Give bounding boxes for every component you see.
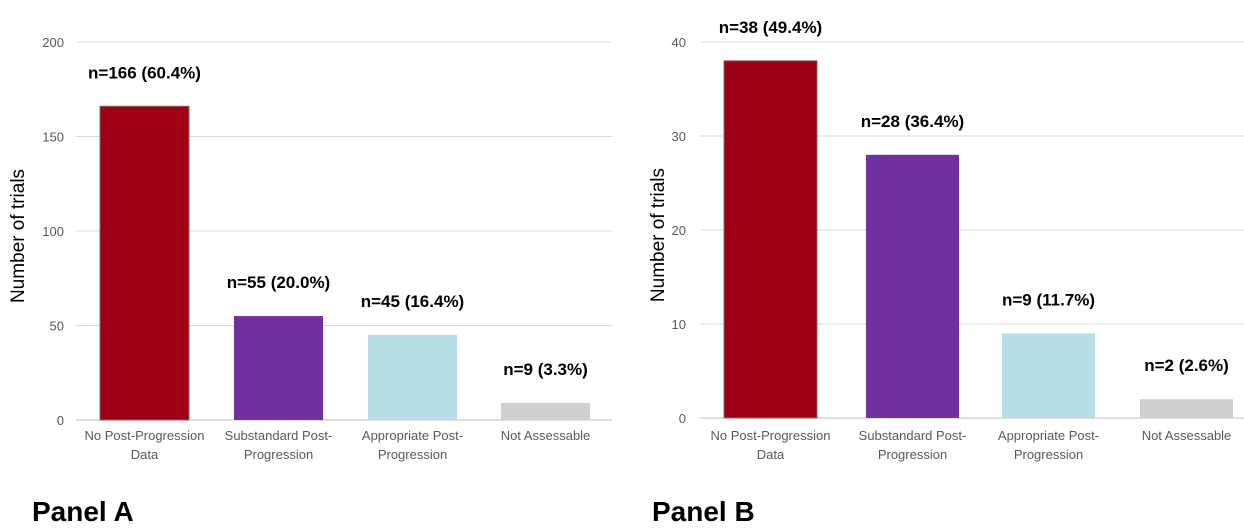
y-tick-label: 0: [679, 411, 686, 426]
x-tick-label: No Post-Progression: [85, 428, 205, 443]
bar: [1002, 333, 1095, 418]
data-label: n=45 (16.4%): [361, 292, 464, 311]
data-label: n=55 (20.0%): [227, 273, 330, 292]
x-tick-label: Substandard Post-: [225, 428, 333, 443]
bar: [866, 154, 959, 419]
x-tick-label: Progression: [878, 447, 947, 462]
x-tick-label: Data: [757, 447, 785, 462]
x-tick-label: No Post-Progression: [711, 428, 831, 443]
x-tick-label: Substandard Post-: [859, 428, 967, 443]
y-tick-label: 200: [42, 35, 64, 50]
bar: [1140, 399, 1233, 418]
y-tick-label: 20: [672, 223, 686, 238]
y-axis-label: Number of trials: [8, 169, 29, 303]
y-tick-label: 10: [672, 317, 686, 332]
y-tick-label: 30: [672, 129, 686, 144]
x-tick-label: Not Assessable: [1142, 428, 1232, 443]
data-label: n=9 (11.7%): [1002, 290, 1095, 309]
x-tick-label: Appropriate Post-: [998, 428, 1099, 443]
x-tick-label: Progression: [378, 447, 447, 462]
x-tick-label: Progression: [1014, 447, 1083, 462]
x-tick-label: Data: [131, 447, 159, 462]
data-label: n=2 (2.6%): [1144, 356, 1229, 375]
y-tick-label: 100: [42, 224, 64, 239]
y-tick-label: 50: [50, 319, 64, 334]
x-tick-label: Progression: [244, 447, 313, 462]
data-label: n=38 (49.4%): [719, 18, 822, 37]
x-tick-label: Appropriate Post-: [362, 428, 463, 443]
panel-b-label: Panel B: [652, 496, 755, 527]
x-tick-label: Not Assessable: [501, 428, 591, 443]
bar: [99, 105, 190, 421]
panel-a-label: Panel A: [32, 496, 134, 527]
bar: [723, 60, 818, 419]
bar: [234, 316, 323, 420]
y-tick-label: 40: [672, 35, 686, 50]
y-tick-label: 0: [57, 413, 64, 428]
y-tick-label: 150: [42, 130, 64, 145]
data-label: n=28 (36.4%): [861, 112, 964, 131]
data-label: n=166 (60.4%): [88, 63, 201, 82]
bar: [501, 402, 590, 420]
y-axis-label: Number of trials: [648, 168, 669, 302]
data-label: n=9 (3.3%): [503, 360, 588, 379]
bar: [368, 334, 457, 420]
